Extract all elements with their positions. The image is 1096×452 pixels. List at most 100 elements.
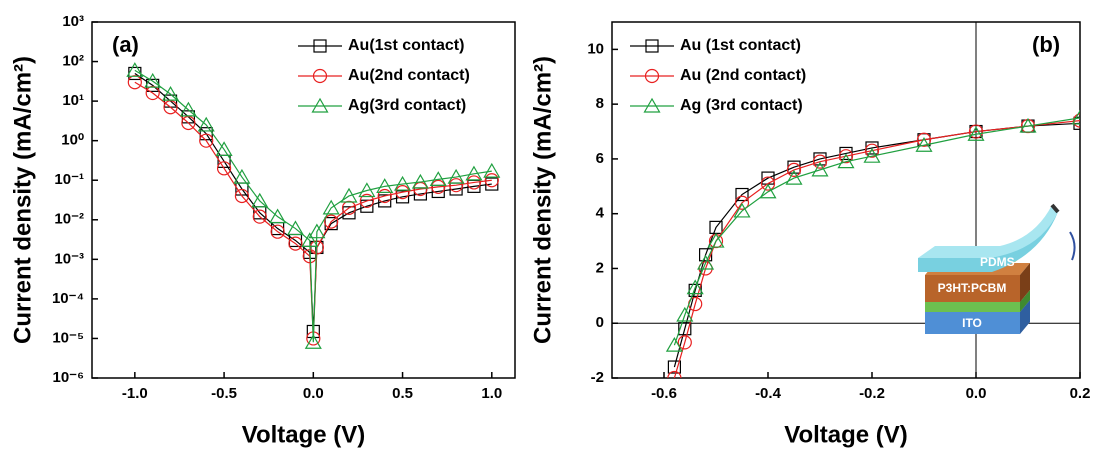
data-point [234,188,250,204]
y-tick-label: 10⁻⁶ [52,369,84,386]
series-line [673,119,1080,378]
legend-marker [643,97,661,113]
legend-marker [312,68,328,84]
data-point [863,147,881,163]
data-point [760,176,776,191]
data-point [126,62,144,77]
data-point [304,334,322,349]
x-axis-title: Voltage (V) [242,421,366,448]
data-point [394,175,412,191]
x-tick-label: -0.4 [755,385,782,402]
y-tick-label: 10⁻¹ [54,171,84,188]
data-point [697,254,715,270]
data-point [308,223,326,239]
y-tick-label: 10⁻² [54,211,84,228]
legend-marker [645,39,659,53]
legend-label: Au (2nd contact) [680,67,806,84]
pdms-top [918,205,1058,258]
x-tick-label: 0.2 [1070,385,1091,402]
data-point [144,72,162,88]
plot-frame [611,21,1081,379]
data-point [707,232,725,248]
data-point [465,165,483,181]
data-point [1072,113,1080,128]
y-tick-label: 10³ [62,13,84,30]
y-tick-label: 6 [596,150,604,167]
legend-marker [311,97,329,113]
y-tick-label: 10⁻⁵ [52,329,84,346]
data-point [286,220,305,236]
y-tick-label: 10² [62,53,84,70]
y-tick-label: -2 [591,369,604,386]
data-point [270,224,285,239]
data-point [161,85,180,101]
series-line [673,117,1080,346]
data-point [216,161,232,176]
data-point [378,194,392,208]
data-point [447,168,465,184]
y-tick-label: 10⁰ [61,132,84,149]
data-point [449,178,464,193]
data-point [376,178,394,193]
bend-arrow [1069,231,1076,261]
active-front [925,275,1020,302]
legend-label: Au(2nd contact) [348,67,470,84]
data-point [916,132,932,147]
data-point [811,161,829,177]
legend-label: Au(1st contact) [348,37,464,54]
data-point [466,175,482,190]
data-point [252,209,267,224]
data-point [812,154,828,169]
x-tick-label: -0.6 [651,385,677,402]
plot-frame [91,21,516,379]
data-point [215,141,233,157]
data-point [678,322,692,336]
series-line [134,69,492,343]
pedot-side [1020,290,1030,312]
data-point [197,116,215,132]
y-axis-title: Current density (mA/cm²) [9,56,36,344]
data-point [359,193,374,209]
data-point [735,187,749,202]
data-point [324,214,339,229]
data-point [786,162,802,177]
data-point [322,199,340,215]
data-point [967,126,985,141]
data-point [915,137,933,152]
data-point [667,370,682,378]
ito-side [1020,300,1030,334]
data-point [429,171,447,186]
x-tick-label: 0.5 [392,385,413,402]
data-point [667,360,682,374]
panel-label: (a) [112,32,139,57]
legend-marker [644,68,660,84]
pedot-layer [925,302,1020,312]
active-side [1020,263,1030,302]
data-point [395,185,410,200]
legend-label: Au (1st contact) [680,37,801,54]
data-point [484,173,499,188]
data-point [288,236,303,251]
data-point [431,179,446,194]
data-point [864,143,880,158]
data-point [360,199,374,213]
data-point [686,279,704,295]
device-inset: PDMS P3HT:PCBM ITO [918,203,1076,334]
x-tick-label: 0.0 [303,385,324,402]
inset-label: PDMS [980,255,1015,269]
legend-marker [313,39,327,53]
data-point [411,173,429,189]
data-point [838,149,854,164]
data-point [340,187,358,203]
data-point [233,168,251,184]
data-point [358,182,376,198]
data-point [759,183,777,199]
pdms-edge [1050,203,1060,214]
panel-label: (b) [1032,32,1060,57]
data-point [734,195,750,210]
y-tick-label: 4 [596,205,605,222]
data-point [968,124,984,139]
series-line [134,81,492,339]
